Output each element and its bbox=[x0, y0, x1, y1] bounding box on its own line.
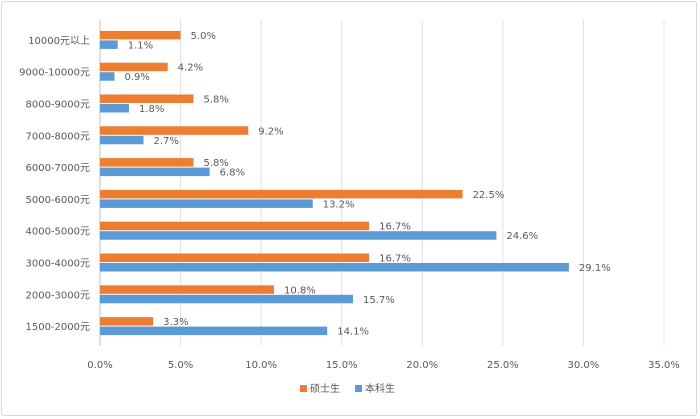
bar-bachelor bbox=[100, 231, 497, 240]
data-label: 16.7% bbox=[379, 254, 411, 265]
data-label: 5.8% bbox=[203, 158, 228, 169]
data-label: 5.0% bbox=[191, 31, 216, 42]
data-label: 9.2% bbox=[258, 126, 283, 137]
data-label: 22.5% bbox=[473, 190, 505, 201]
data-label: 29.1% bbox=[579, 263, 611, 274]
bar-bachelor bbox=[100, 104, 130, 113]
data-label: 6.8% bbox=[220, 168, 245, 179]
x-tick-label: 30.0% bbox=[568, 360, 600, 371]
legend-swatch bbox=[355, 385, 362, 392]
data-label: 1.1% bbox=[128, 40, 153, 51]
legend-label: 本科生 bbox=[365, 382, 395, 395]
bar-bachelor bbox=[100, 294, 353, 304]
bar-bachelor bbox=[100, 40, 118, 49]
legend-label: 硕士生 bbox=[310, 382, 340, 395]
y-tick-label: 1500-2000元 bbox=[25, 322, 90, 333]
y-tick-label: 6000-7000元 bbox=[25, 163, 90, 174]
bar-bachelor bbox=[100, 199, 313, 208]
data-label: 1.8% bbox=[139, 104, 164, 115]
y-tick-label: 9000-10000元 bbox=[19, 68, 90, 79]
x-tick-label: 15.0% bbox=[326, 360, 358, 371]
y-tick-label: 4000-5000元 bbox=[25, 227, 90, 238]
data-label: 0.9% bbox=[125, 72, 150, 83]
data-label: 16.7% bbox=[379, 222, 411, 233]
bar-master bbox=[100, 126, 249, 135]
bar-master bbox=[100, 30, 181, 40]
y-tick-label: 2000-3000元 bbox=[25, 290, 90, 301]
x-tick-label: 5.0% bbox=[168, 360, 193, 371]
legend-swatch bbox=[300, 385, 307, 392]
bar-master bbox=[100, 158, 194, 167]
bar-master bbox=[100, 94, 194, 103]
bar-master bbox=[100, 221, 370, 231]
bar-master bbox=[100, 62, 168, 72]
data-label: 5.8% bbox=[203, 95, 228, 106]
data-label: 13.2% bbox=[323, 199, 355, 210]
data-label: 14.1% bbox=[337, 327, 369, 338]
data-label: 15.7% bbox=[363, 295, 395, 306]
x-tick-label: 35.0% bbox=[648, 360, 680, 371]
data-label: 3.3% bbox=[163, 317, 188, 328]
x-tick-label: 0.0% bbox=[87, 360, 112, 371]
bar-master bbox=[100, 253, 370, 262]
data-label: 4.2% bbox=[178, 63, 203, 74]
bar-bachelor bbox=[100, 135, 144, 145]
y-tick-label: 10000元以上 bbox=[28, 35, 90, 47]
y-tick-label: 8000-9000元 bbox=[25, 100, 90, 111]
x-tick-label: 25.0% bbox=[487, 360, 519, 371]
x-tick-label: 10.0% bbox=[245, 360, 277, 371]
bar-bachelor bbox=[100, 72, 115, 81]
data-label: 10.8% bbox=[284, 285, 316, 296]
bar-master bbox=[100, 285, 275, 294]
y-tick-label: 7000-8000元 bbox=[25, 131, 90, 142]
y-tick-label: 5000-6000元 bbox=[25, 195, 90, 206]
y-tick-label: 3000-4000元 bbox=[25, 259, 90, 270]
bar-master bbox=[100, 317, 154, 326]
data-label: 24.6% bbox=[506, 231, 538, 242]
data-label: 2.7% bbox=[154, 136, 179, 147]
bar-bachelor bbox=[100, 167, 210, 177]
bar-bachelor bbox=[100, 326, 328, 336]
x-tick-label: 20.0% bbox=[406, 360, 438, 371]
bar-bachelor bbox=[100, 263, 569, 272]
bar-master bbox=[100, 189, 463, 199]
